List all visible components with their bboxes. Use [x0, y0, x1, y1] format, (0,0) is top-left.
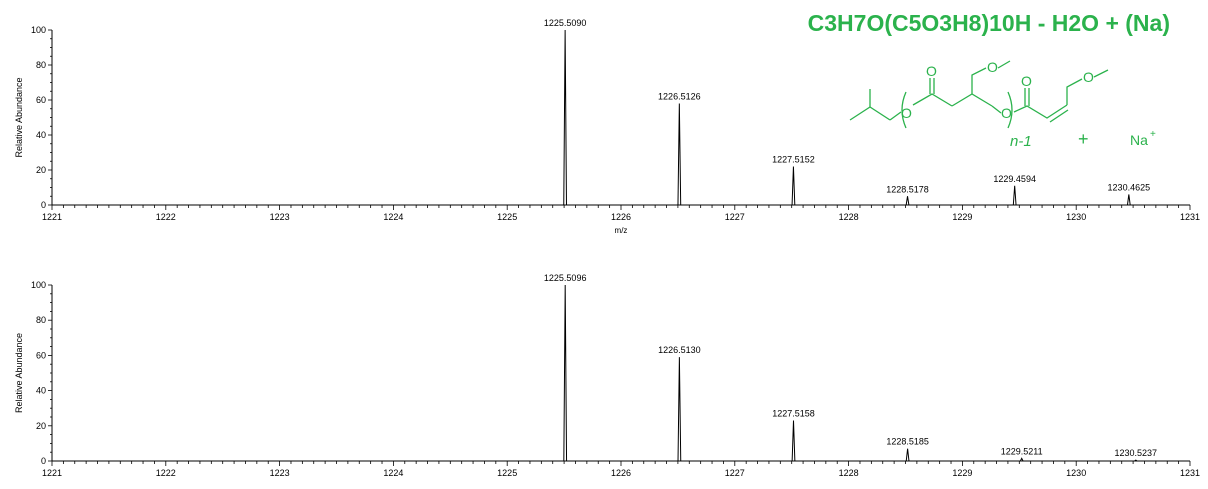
spectrum-peak	[677, 357, 682, 462]
x-tick-label: 1227	[725, 212, 745, 222]
spectrum-peak	[1019, 457, 1024, 462]
backbone-bond	[951, 93, 993, 107]
peak-label: 1230.4625	[1108, 183, 1151, 193]
y-tick-label: 20	[36, 421, 46, 431]
x-tick-label: 1226	[611, 212, 631, 222]
methoxy-branch	[971, 67, 987, 94]
spectrum-peak	[905, 196, 910, 206]
methoxy-methyl	[997, 60, 1011, 69]
sodium-cation: Na	[1130, 132, 1148, 148]
x-tick-label: 1230	[1066, 468, 1086, 478]
y-tick-label: 100	[31, 280, 46, 290]
plus-sign: +	[1078, 129, 1089, 149]
formula-annotation: C3H7O(C5O3H8)10H - H2O + (Na)	[807, 10, 1170, 36]
x-tick-label: 1223	[270, 468, 290, 478]
peak-label: 1230.5237	[1115, 448, 1158, 458]
x-tick-label: 1229	[952, 468, 972, 478]
peak-label: 1227.5158	[772, 409, 815, 419]
y-tick-label: 60	[36, 95, 46, 105]
x-tick-label: 1226	[611, 468, 631, 478]
y-axis-label: Relative Abundance	[14, 77, 24, 157]
atom-o-3: O	[987, 59, 998, 75]
y-tick-label: 40	[36, 130, 46, 140]
spectrum-peak	[1012, 185, 1017, 206]
spectrum-peak	[1126, 194, 1131, 206]
y-tick-label: 100	[31, 25, 46, 35]
x-tick-label: 1225	[497, 468, 517, 478]
repeat-subscript: n-1	[1010, 133, 1032, 150]
peak-label: 1229.5211	[1001, 446, 1043, 456]
x-tick-label: 1223	[270, 212, 290, 222]
isopropyl-bond	[849, 106, 891, 121]
structure-labels: O O O O O O n-1 + Na +	[901, 59, 1156, 150]
y-tick-label: 40	[36, 386, 46, 396]
x-tick-label: 1224	[383, 212, 403, 222]
peak-label: 1225.5096	[544, 273, 587, 283]
x-axis-label: m/z	[615, 226, 628, 235]
peak-label: 1229.4594	[993, 174, 1036, 184]
x-tick-label: 1222	[156, 468, 176, 478]
cation-charge: +	[1150, 129, 1156, 140]
peak-label: 1226.5126	[658, 92, 701, 102]
x-tick-label: 1222	[156, 212, 176, 222]
spectrum-peak	[1134, 459, 1138, 462]
x-tick-label: 1231	[1180, 468, 1200, 478]
spectrum-peak	[905, 448, 910, 462]
carbonyl-chain	[912, 93, 953, 107]
terminal-chain	[1066, 78, 1083, 105]
repeat-bracket-right	[1007, 91, 1013, 129]
atom-o-1: O	[901, 105, 912, 121]
atom-o-6: O	[1083, 69, 1094, 85]
ester-o2-bond	[991, 105, 1002, 114]
peak-label: 1227.5152	[772, 155, 815, 165]
x-tick-label: 1228	[839, 212, 859, 222]
x-tick-label: 1221	[42, 212, 62, 222]
x-tick-label: 1229	[952, 212, 972, 222]
spectrum-peak	[791, 420, 796, 462]
x-tick-label: 1231	[1180, 212, 1200, 222]
y-tick-label: 0	[41, 456, 46, 466]
x-tick-label: 1227	[725, 468, 745, 478]
y-tick-label: 20	[36, 165, 46, 175]
x-tick-label: 1228	[839, 468, 859, 478]
repeat-bracket-left	[901, 91, 907, 129]
peak-label: 1225.5090	[544, 18, 587, 28]
spectrum-peak	[563, 284, 568, 462]
spectrum-peak	[791, 166, 796, 206]
x-tick-label: 1230	[1066, 212, 1086, 222]
atom-o-5: O	[1021, 73, 1032, 89]
y-axis-label: Relative Abundance	[14, 333, 24, 413]
peak-label: 1228.5185	[886, 437, 929, 447]
chemical-structure: O O O O O O n-1 + Na +	[849, 59, 1156, 150]
terminal-methyl	[1093, 69, 1109, 78]
y-tick-label: 80	[36, 315, 46, 325]
cis-double-bond	[1049, 109, 1069, 123]
y-tick-label: 60	[36, 350, 46, 360]
acyl-chain	[1013, 104, 1068, 119]
x-tick-label: 1225	[497, 212, 517, 222]
atom-o-2: O	[926, 63, 937, 79]
spectrum-peak	[563, 29, 567, 206]
peak-label: 1228.5178	[886, 184, 929, 194]
x-tick-label: 1224	[383, 468, 403, 478]
spectrum-panel-2: 1221 1222 1223 1224 1225 1226 1227 1228 1229 1230…	[14, 273, 1200, 478]
y-tick-label: 0	[41, 200, 46, 210]
x-tick-label: 1221	[42, 468, 62, 478]
spectrum-peak	[677, 103, 682, 206]
y-tick-label: 80	[36, 60, 46, 70]
atom-o-4: O	[1001, 105, 1012, 121]
spectrum-panel-1: 1221 1222 1223 1224 1225 1226 1227 1228 1229 1230…	[14, 18, 1200, 235]
structure-bonds	[849, 60, 1109, 129]
peak-label: 1226.5130	[658, 345, 701, 355]
ester-o-bond	[889, 111, 902, 121]
